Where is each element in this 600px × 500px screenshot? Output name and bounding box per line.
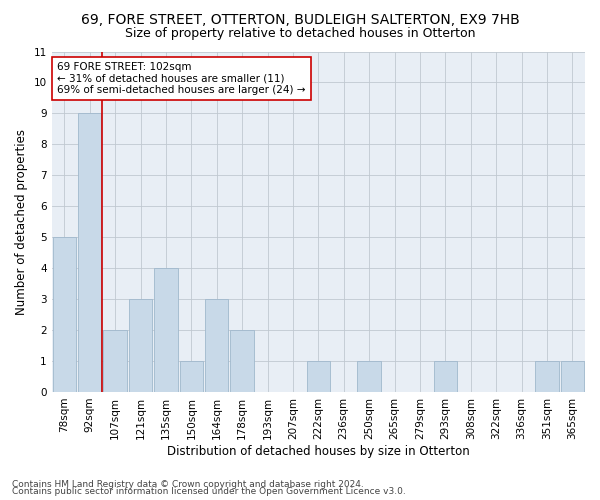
Bar <box>205 299 229 392</box>
X-axis label: Distribution of detached houses by size in Otterton: Distribution of detached houses by size … <box>167 444 470 458</box>
Bar <box>230 330 254 392</box>
Bar <box>53 237 76 392</box>
Text: 69, FORE STREET, OTTERTON, BUDLEIGH SALTERTON, EX9 7HB: 69, FORE STREET, OTTERTON, BUDLEIGH SALT… <box>80 12 520 26</box>
Bar <box>129 299 152 392</box>
Bar <box>103 330 127 392</box>
Text: 69 FORE STREET: 102sqm
← 31% of detached houses are smaller (11)
69% of semi-det: 69 FORE STREET: 102sqm ← 31% of detached… <box>57 62 305 95</box>
Y-axis label: Number of detached properties: Number of detached properties <box>15 128 28 314</box>
Bar <box>358 361 381 392</box>
Bar <box>307 361 330 392</box>
Bar <box>78 114 101 392</box>
Bar <box>434 361 457 392</box>
Bar <box>154 268 178 392</box>
Text: Contains HM Land Registry data © Crown copyright and database right 2024.: Contains HM Land Registry data © Crown c… <box>12 480 364 489</box>
Bar <box>560 361 584 392</box>
Bar <box>179 361 203 392</box>
Text: Contains public sector information licensed under the Open Government Licence v3: Contains public sector information licen… <box>12 488 406 496</box>
Bar <box>535 361 559 392</box>
Text: Size of property relative to detached houses in Otterton: Size of property relative to detached ho… <box>125 28 475 40</box>
